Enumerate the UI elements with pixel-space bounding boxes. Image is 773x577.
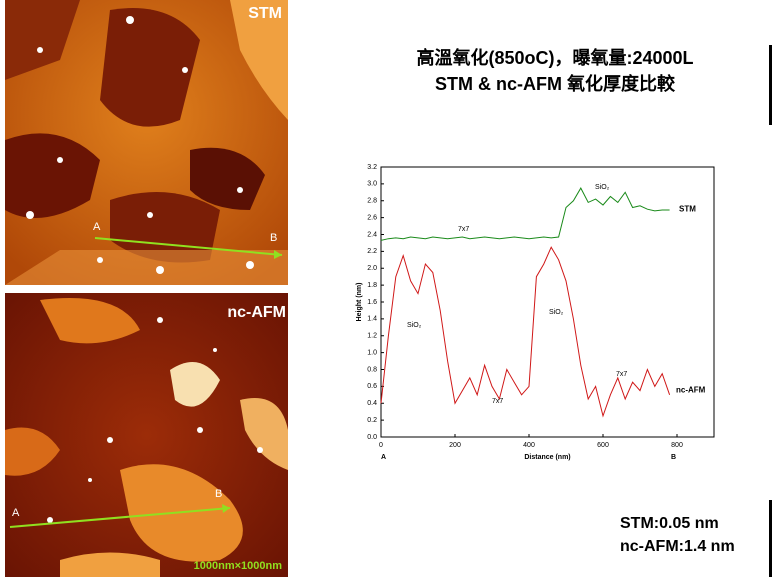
- stm-image: [5, 0, 288, 285]
- point-a: A: [93, 221, 101, 233]
- annotation: 7x7: [492, 398, 503, 405]
- y-tick-label: 1.0: [367, 349, 377, 356]
- y-axis-label: Height (nm): [356, 283, 363, 322]
- y-tick-label: 1.2: [367, 333, 377, 340]
- annotation: SiO₂: [549, 309, 564, 316]
- y-tick-label: 0.2: [367, 417, 377, 424]
- y-tick-label: 3.0: [367, 181, 377, 188]
- edge-bar: [769, 45, 772, 125]
- series-label: nc-AFM: [676, 386, 706, 395]
- x-tick-label: 600: [597, 442, 609, 449]
- x-tick-label: 200: [449, 442, 461, 449]
- series-label: STM: [679, 204, 696, 213]
- chart: 0.0 0.2 0.4 0.6 0.8 1.0 1.2 1.4 1.6 1.8 2.0 2.2 2.4 2…: [356, 164, 715, 461]
- y-tick-label: 0.0: [367, 434, 377, 441]
- scale-label: 1000nm×1000nm: [194, 560, 283, 572]
- stm-label: STM: [248, 5, 282, 22]
- series-line: [380, 187, 670, 241]
- y-tick-label: 2.2: [367, 248, 377, 255]
- y-tick-label: 2.6: [367, 214, 377, 221]
- title-line: STM & nc-AFM 氧化厚度比較: [435, 74, 675, 94]
- y-tick-label: 2.4: [367, 231, 377, 238]
- annotation: A: [381, 454, 386, 461]
- y-tick-label: 2.0: [367, 265, 377, 272]
- point-b: B: [215, 488, 222, 500]
- y-tick-label: 3.2: [367, 164, 377, 171]
- edge-bar: [769, 500, 772, 577]
- annotation: SiO₂: [407, 322, 422, 329]
- y-tick-label: 2.8: [367, 198, 377, 205]
- x-tick-label: 800: [671, 442, 683, 449]
- y-tick-label: 0.8: [367, 366, 377, 373]
- annotation: B: [671, 454, 676, 461]
- y-tick-label: 1.6: [367, 299, 377, 306]
- title-line: 高溫氧化(850oC)，曝氧量:24000L: [416, 48, 694, 68]
- afm-image: [5, 293, 288, 577]
- x-tick-label: 0: [379, 442, 383, 449]
- x-tick-label: 400: [523, 442, 535, 449]
- y-tick-label: 1.4: [367, 316, 377, 323]
- y-tick-label: 0.4: [367, 400, 377, 407]
- point-b: B: [270, 232, 277, 244]
- plot-frame: [380, 166, 715, 438]
- result-line: nc-AFM:1.4 nm: [620, 538, 735, 555]
- y-tick-label: 1.8: [367, 282, 377, 289]
- annotation: 7x7: [458, 226, 469, 233]
- afm-label: nc-AFM: [227, 304, 286, 321]
- annotation: 7x7: [616, 371, 627, 378]
- x-axis-label: Distance (nm): [524, 454, 570, 461]
- y-tick-label: 0.6: [367, 383, 377, 390]
- result-line: STM:0.05 nm: [620, 515, 719, 532]
- series-line: [380, 246, 671, 418]
- point-a: A: [12, 507, 20, 519]
- annotation: SiO₂: [595, 184, 610, 191]
